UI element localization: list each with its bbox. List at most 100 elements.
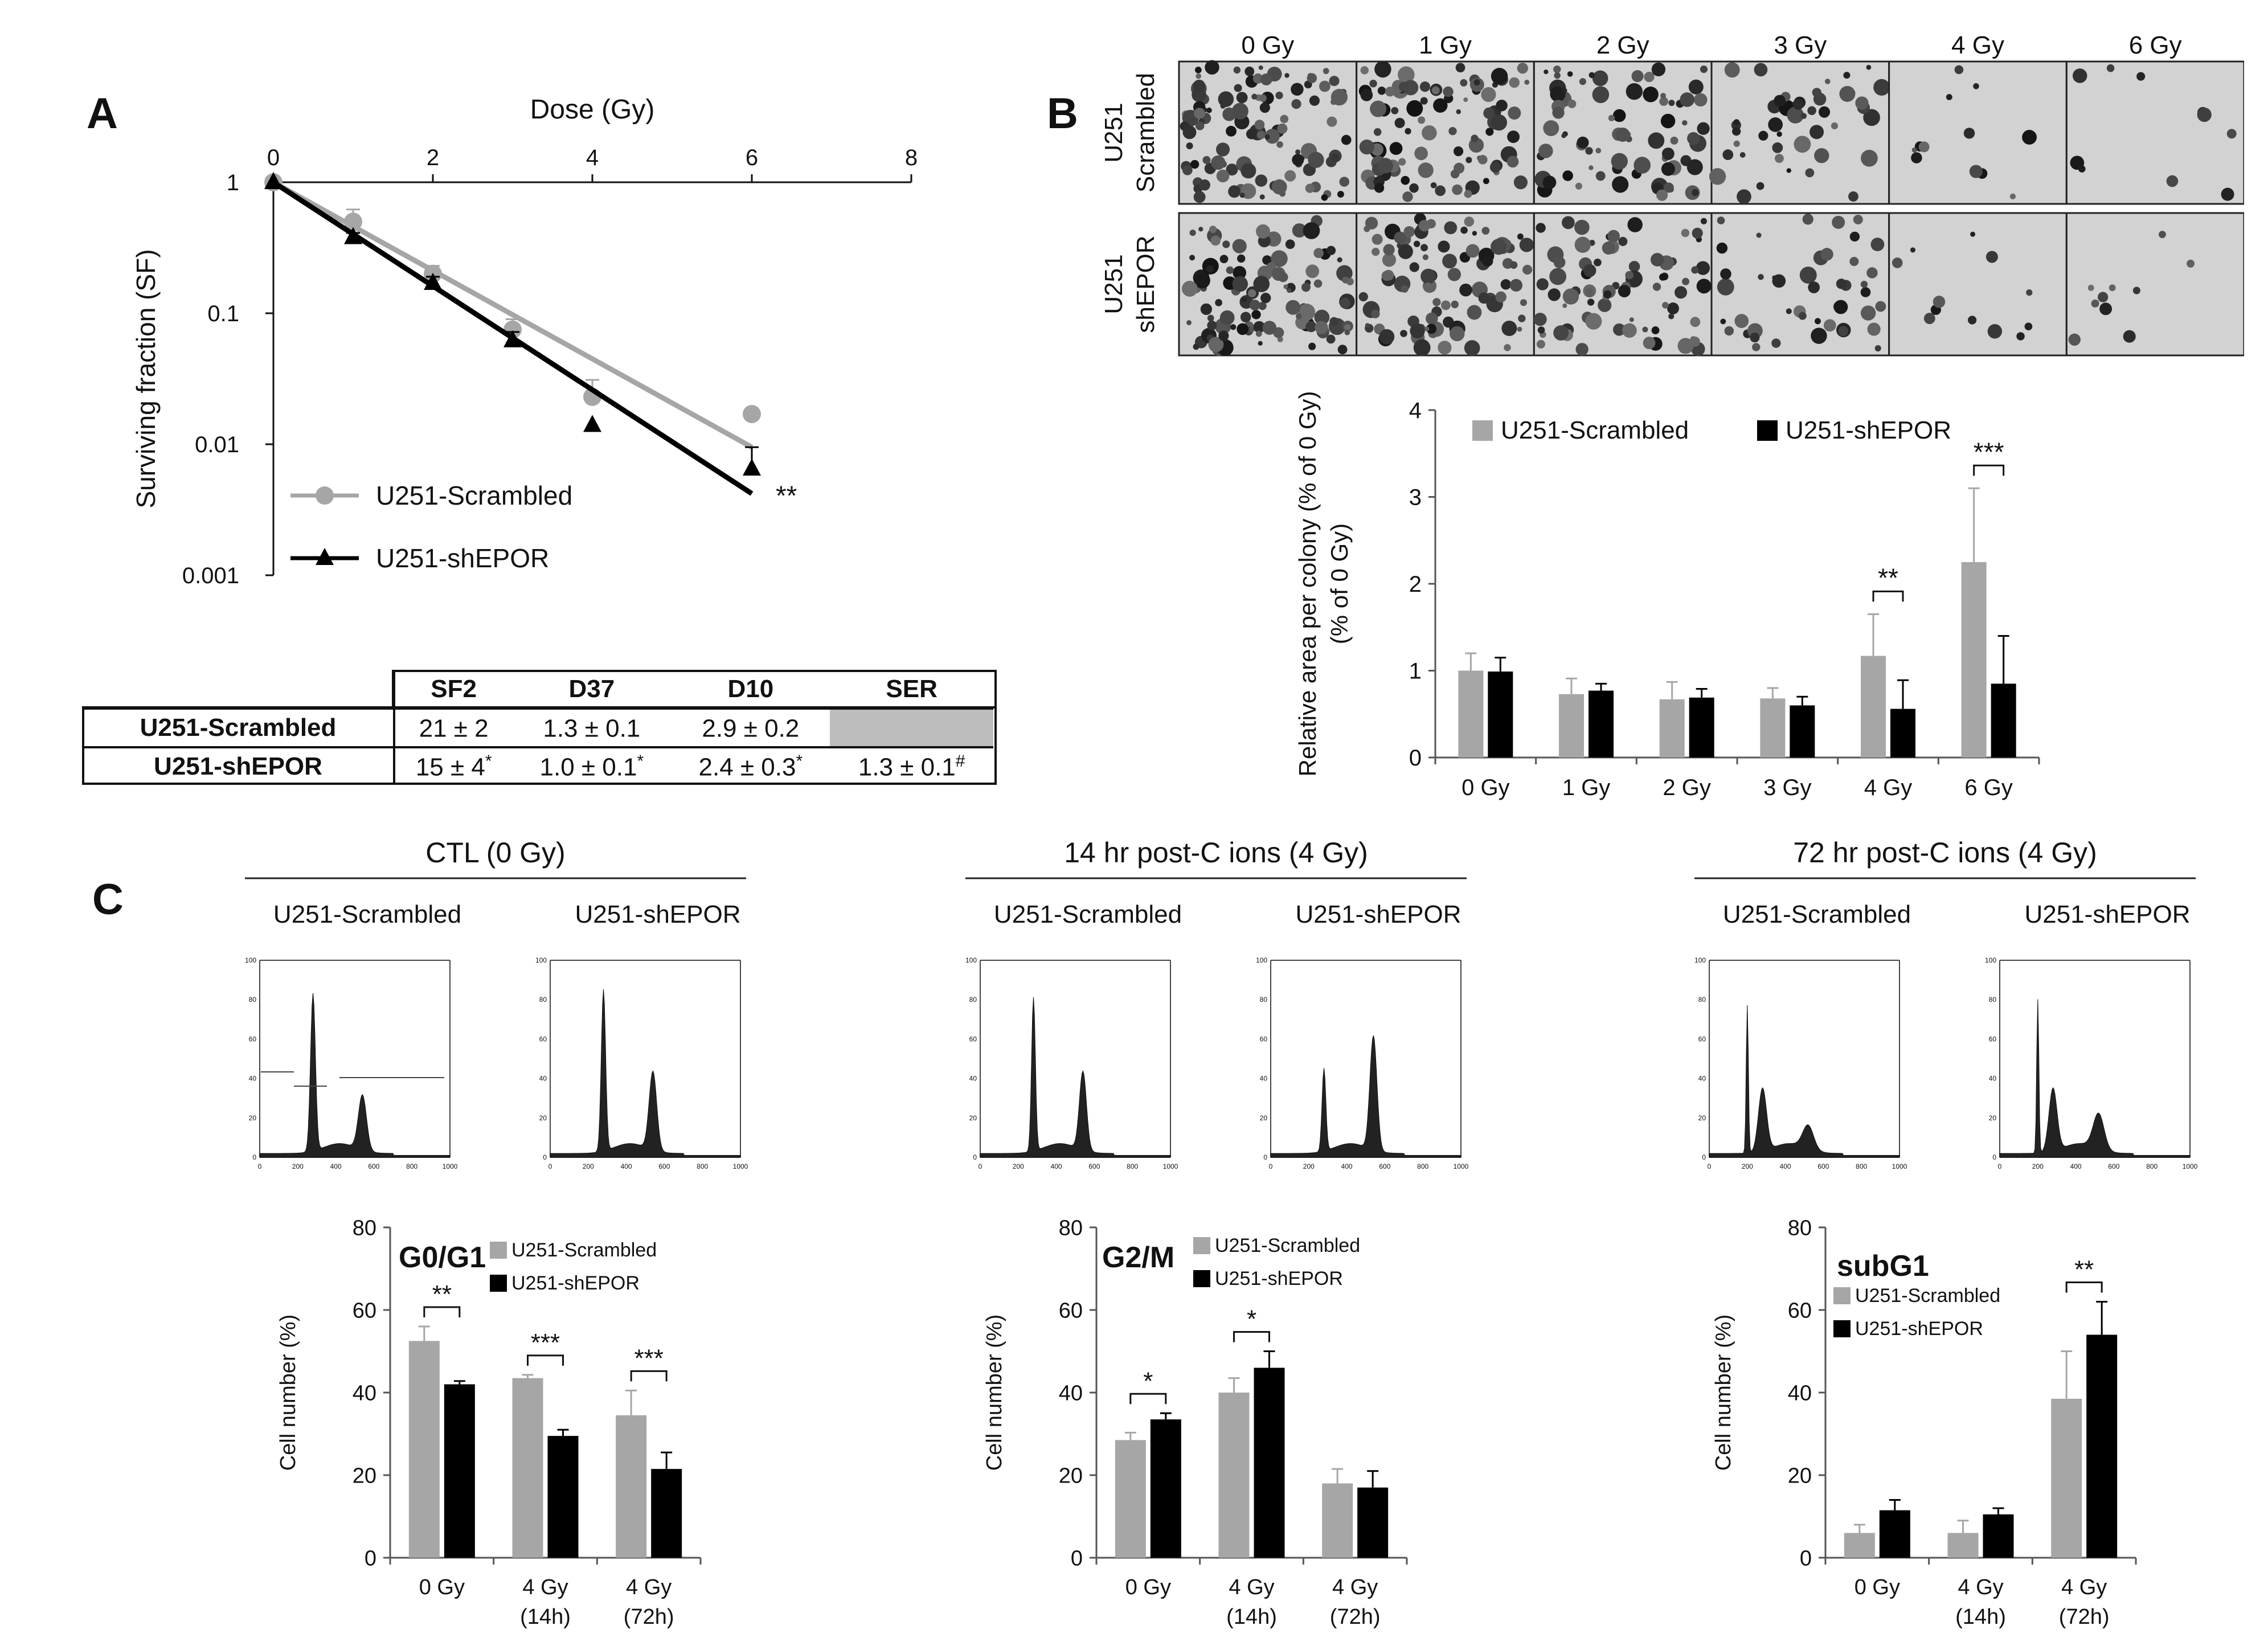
- hist-y-tick: 100: [1256, 956, 1267, 964]
- y-tick-label: 1: [1409, 659, 1422, 684]
- hist-y-tick: 0: [252, 1153, 256, 1161]
- colony: [1682, 277, 1690, 285]
- colony: [1483, 178, 1489, 185]
- colony: [1255, 174, 1268, 187]
- colony: [1758, 274, 1764, 280]
- colony: [1734, 314, 1749, 328]
- colony: [1326, 334, 1336, 344]
- colony: [1413, 240, 1420, 247]
- colony: [1536, 278, 1549, 290]
- cell-value: 1.3 ± 0.1: [543, 714, 641, 743]
- colony: [1195, 66, 1202, 73]
- colony: [1969, 165, 1983, 178]
- y-tick-label: 20: [1059, 1464, 1083, 1488]
- colony: [1561, 133, 1566, 138]
- colony: [1554, 72, 1561, 79]
- y-axis-subtitle: (% of 0 Gy): [1326, 523, 1353, 644]
- colony: [1548, 288, 1561, 301]
- colony: [1403, 226, 1415, 238]
- y-tick-label: 0: [1800, 1546, 1812, 1570]
- colony: [1670, 136, 1679, 145]
- hist-x-tick: 600: [1817, 1162, 1829, 1170]
- colony: [1444, 221, 1458, 235]
- colony: [1491, 68, 1508, 85]
- group-title: CTL (0 Gy): [425, 837, 565, 869]
- colony: [1973, 83, 1979, 89]
- g2m-chart: 0 20 40 60 80 Cell number (%) 0 Gy 4 Gy (14h) 4 G…: [982, 1216, 1408, 1629]
- colony: [1507, 130, 1520, 144]
- colony: [1418, 219, 1431, 232]
- plate-column-label: 4 Gy: [1951, 31, 2004, 59]
- colony: [1465, 244, 1480, 258]
- colony: [1226, 125, 1237, 137]
- cell-value: 15 ± 4: [415, 753, 485, 781]
- colony: [2098, 292, 2109, 302]
- histogram-label: U251-Scrambled: [1723, 900, 1911, 928]
- hist-y-tick: 80: [969, 996, 977, 1004]
- colony: [1628, 261, 1640, 272]
- colony: [1787, 107, 1804, 124]
- data-point: [344, 212, 362, 231]
- colony: [1575, 182, 1583, 190]
- colony: [1824, 79, 1831, 84]
- colony: [1562, 288, 1579, 305]
- hist-x-tick: 800: [1417, 1162, 1428, 1170]
- colony: [1752, 343, 1761, 351]
- survival-parameter-table: SF2 D37 D10 SER U251-Scrambled 21 ± 2 1.…: [83, 671, 993, 785]
- colony: [1689, 336, 1700, 347]
- colony: [1585, 288, 1594, 297]
- colony: [1482, 256, 1493, 267]
- colony: [1598, 298, 1612, 312]
- colony: [1440, 300, 1451, 310]
- y-tick-label: 0: [1071, 1546, 1083, 1570]
- data-point: [424, 272, 442, 290]
- colony: [1513, 175, 1528, 190]
- colony: [1205, 60, 1219, 75]
- bar: [1115, 1440, 1146, 1558]
- colony: [1567, 71, 1573, 77]
- colony: [1455, 63, 1465, 73]
- colony: [1963, 128, 1975, 139]
- colony: [1644, 72, 1655, 83]
- cell-sf2: 21 ± 2: [394, 709, 513, 748]
- g0g1-chart: 0 20 40 60 80 Cell number (%) 0 Gy 4 Gy (14h) 4 G…: [276, 1216, 702, 1629]
- colony: [1365, 323, 1370, 328]
- colony: [1812, 88, 1821, 97]
- plate-column-label: 0 Gy: [1241, 31, 1294, 59]
- colony: [1799, 267, 1817, 284]
- colony: [1892, 257, 1903, 268]
- colony: [1553, 325, 1569, 341]
- colony: [1230, 324, 1237, 330]
- colony: [1592, 70, 1608, 87]
- group-title: 72 hr post-C ions (4 Gy): [1793, 837, 2097, 869]
- colony: [2099, 302, 2113, 316]
- y-tick-label: 40: [1059, 1381, 1083, 1405]
- colony: [1216, 169, 1230, 183]
- table-header-d10: D10: [671, 671, 830, 710]
- colony: [1292, 223, 1307, 238]
- colony: [1373, 128, 1382, 136]
- plate-well: [1888, 212, 2068, 357]
- colony: [1264, 129, 1280, 144]
- colony: [1843, 72, 1851, 79]
- colony: [1370, 100, 1387, 117]
- colony: [1693, 93, 1708, 107]
- x-tick-label: 0 Gy: [419, 1575, 465, 1599]
- colony: [1420, 268, 1436, 284]
- hist-x-tick: 400: [2070, 1162, 2082, 1170]
- x-tick-label: 2: [427, 145, 439, 170]
- colony: [1460, 226, 1468, 234]
- colony: [1660, 113, 1676, 129]
- significance-bracket: [1129, 1393, 1167, 1405]
- colony: [1867, 322, 1881, 336]
- colony: [1372, 234, 1383, 245]
- colony: [1389, 142, 1403, 155]
- colony: [1219, 310, 1235, 325]
- colony: [1248, 289, 1256, 298]
- colony: [1802, 214, 1813, 225]
- cell-value: 1.0 ± 0.1: [539, 753, 637, 781]
- colony: [1303, 222, 1320, 239]
- colony: [1618, 324, 1623, 329]
- colony: [1233, 66, 1241, 74]
- significance-bracket: [1233, 1331, 1270, 1342]
